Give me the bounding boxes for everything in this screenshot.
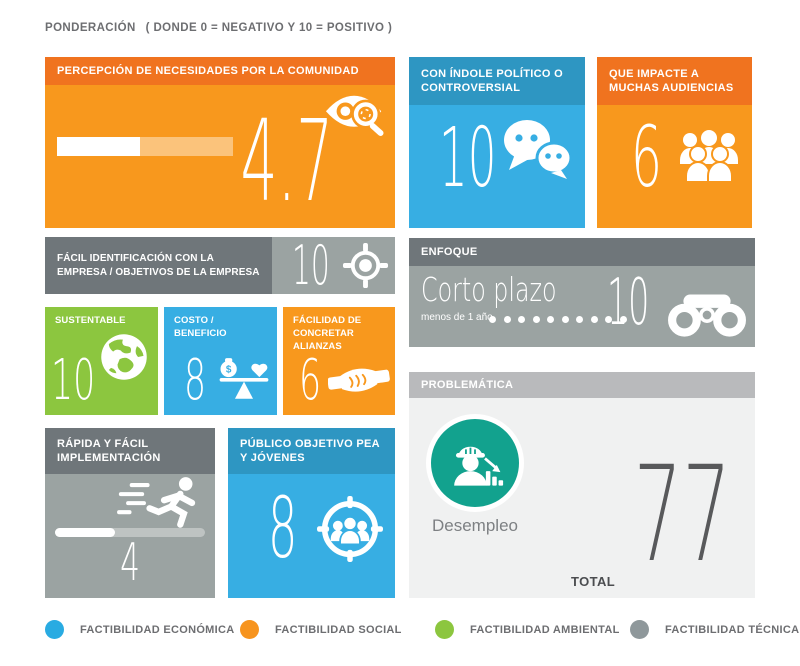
tile-publico-header: PÚBLICO OBJETIVO PEA Y JÓVENES (228, 428, 395, 474)
tile-percepcion-body: 4.7 (45, 85, 395, 228)
tile-alianzas: FÁCILIDAD DE CONCRETAR ALIANZAS 6 (283, 307, 395, 415)
implementacion-progress-fill (55, 528, 115, 537)
tile-percepcion: PERCEPCIÓN DE NECESIDADES POR LA COMUNID… (45, 57, 395, 228)
binoculars-icon (667, 290, 747, 338)
legend-item-tecnica: FACTIBILIDAD TÉCNICA (630, 620, 799, 639)
tile-implementacion-header: RÁPIDA Y FÁCIL IMPLEMENTACIÓN (45, 428, 215, 474)
politico-score: 10 (439, 111, 497, 206)
tile-implementacion: RÁPIDA Y FÁCIL IMPLEMENTACIÓN (45, 428, 215, 598)
implementacion-score: 4 (120, 533, 140, 594)
total-label: TOTAL (571, 574, 616, 589)
globe-icon (98, 331, 150, 383)
tile-implementacion-body: 4 (45, 474, 215, 598)
tile-problematica: PROBLEMÁTICA (409, 372, 755, 598)
enfoque-dot (590, 316, 598, 323)
sustentable-score: 10 (51, 348, 96, 414)
tile-identificacion-score-panel: 10 (272, 237, 395, 294)
tile-problematica-header: PROBLEMÁTICA (409, 372, 755, 398)
tile-publico: PÚBLICO OBJETIVO PEA Y JÓVENES 8 (228, 428, 395, 598)
audience-crowd-icon (676, 127, 742, 187)
legend-item-economica: FACTIBILIDAD ECONÓMICA (45, 620, 234, 639)
unemployment-worker-icon (426, 414, 524, 512)
identificacion-score: 10 (292, 233, 330, 297)
runner-icon (101, 474, 209, 530)
tile-politico: CON ÍNDOLE POLÍTICO O CONTROVERSIAL 10 (409, 57, 585, 228)
alianzas-score: 6 (299, 348, 322, 414)
legend-dot (240, 620, 259, 639)
tile-sustentable-title: SUSTENTABLE (55, 315, 126, 326)
enfoque-dot (503, 316, 511, 323)
tile-audiencias: QUE IMPACTE A MUCHAS AUDIENCIAS 6 (597, 57, 752, 228)
balance-scale-icon: $ (216, 353, 272, 403)
crosshair-target-icon (342, 242, 389, 289)
tile-identificacion-label: FÁCIL IDENTIFICACIÓN CON LA EMPRESA / OB… (45, 237, 272, 294)
chat-bubbles-icon (501, 117, 573, 181)
tile-audiencias-body: 6 (597, 105, 752, 228)
enfoque-dot (576, 316, 583, 323)
page-title: PONDERACIÓN ( DONDE 0 = NEGATIVO Y 10 = … (45, 22, 392, 34)
legend-dot (630, 620, 649, 639)
tile-costo-title: COSTO / BENEFICIO (174, 315, 227, 339)
eye-magnifier-icon (325, 89, 387, 145)
costo-score: 8 (184, 348, 207, 414)
legend-dot (45, 620, 64, 639)
enfoque-dot (547, 316, 554, 323)
tile-politico-header: CON ÍNDOLE POLÍTICO O CONTROVERSIAL (409, 57, 585, 105)
enfoque-term-sublabel: menos de 1 año (421, 312, 493, 323)
tile-enfoque: ENFOQUE Corto plazo menos de 1 año 10 (409, 238, 755, 347)
implementacion-progress-track (55, 528, 205, 537)
legend-label: FACTIBILIDAD ECONÓMICA (80, 623, 235, 636)
tile-costo-beneficio: COSTO / BENEFICIO 8 $ (164, 307, 277, 415)
audiencias-score: 6 (631, 108, 663, 206)
tile-audiencias-header: QUE IMPACTE A MUCHAS AUDIENCIAS (597, 57, 752, 105)
enfoque-score: 10 (607, 266, 650, 340)
total-score: 77 (633, 437, 731, 592)
handshake-icon (327, 361, 390, 403)
legend-label: FACTIBILIDAD TÉCNICA (665, 623, 800, 636)
page-title-scale-note: ( DONDE 0 = NEGATIVO Y 10 = POSITIVO ) (145, 22, 393, 34)
legend-label: FACTIBILIDAD SOCIAL (275, 623, 402, 636)
percepcion-progress-track (57, 137, 233, 156)
enfoque-dot (619, 316, 627, 323)
tile-publico-body: 8 (228, 474, 395, 598)
enfoque-dot (518, 316, 525, 323)
problematica-item-label: Desempleo (432, 516, 518, 535)
enfoque-dot (605, 316, 612, 323)
enfoque-dot (532, 316, 540, 323)
legend-dot (435, 620, 454, 639)
enfoque-dot (489, 316, 496, 323)
tile-politico-body: 10 (409, 105, 585, 228)
tile-identificacion: FÁCIL IDENTIFICACIÓN CON LA EMPRESA / OB… (45, 237, 395, 294)
percepcion-progress-fill (57, 137, 140, 156)
legend-label: FACTIBILIDAD AMBIENTAL (470, 623, 620, 636)
target-audience-icon (317, 496, 383, 562)
tile-alianzas-title: FÁCILIDAD DE CONCRETAR ALIANZAS (293, 315, 362, 352)
tile-sustentable: SUSTENTABLE 10 (45, 307, 158, 415)
percepcion-score: 4.7 (240, 96, 333, 227)
legend-item-ambiental: FACTIBILIDAD AMBIENTAL (435, 620, 620, 639)
tile-enfoque-header: ENFOQUE (409, 238, 755, 266)
tile-problematica-body: Desempleo TOTAL 77 (409, 398, 755, 598)
svg-text:$: $ (226, 365, 232, 376)
enfoque-dots (489, 316, 627, 323)
page-title-text: PONDERACIÓN (45, 22, 136, 34)
enfoque-dot (561, 316, 569, 323)
enfoque-term-label: Corto plazo (421, 270, 557, 309)
publico-score: 8 (268, 479, 298, 577)
tile-percepcion-header: PERCEPCIÓN DE NECESIDADES POR LA COMUNID… (45, 57, 395, 85)
legend-item-social: FACTIBILIDAD SOCIAL (240, 620, 402, 639)
tile-enfoque-body: Corto plazo menos de 1 año 10 (409, 266, 755, 347)
